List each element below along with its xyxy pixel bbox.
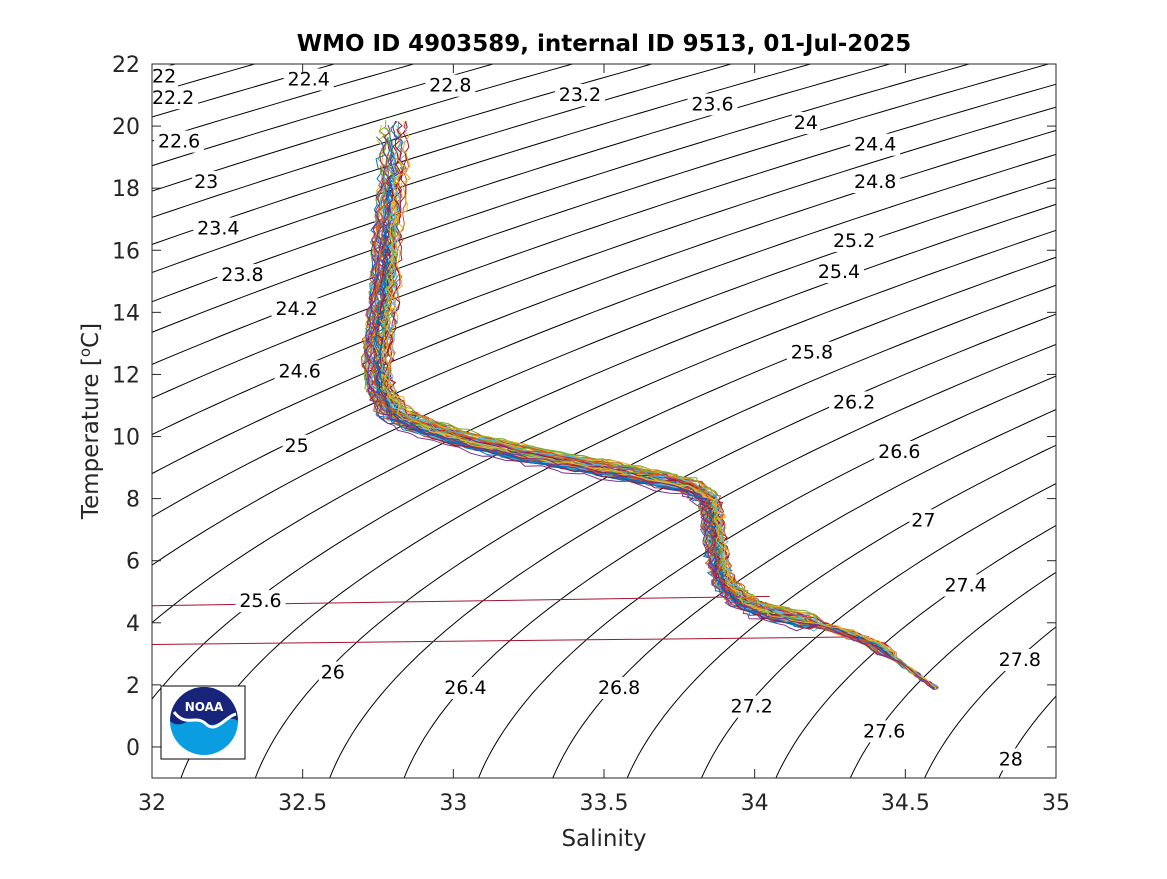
y-tick-label: 2 [126,674,140,699]
isopycnal-label: 22.2 [152,87,194,109]
isopycnal-label: 27.8 [999,649,1041,671]
y-axis-label-suffix: C] [78,323,104,348]
isopycnal-label: 24.6 [279,360,321,382]
isopycnal-label: 26.2 [833,391,875,413]
isopycnal-label: 23.4 [197,218,239,240]
x-tick-label: 34.5 [881,791,930,816]
isopycnal-label: 27.4 [944,575,986,597]
isopycnal-label: 27 [911,509,935,531]
isopycnal-label: 25.4 [818,261,860,283]
logo-text: NOAA [185,700,224,714]
y-tick-label: 10 [112,426,140,451]
y-tick-label: 18 [112,177,140,202]
isopycnal-label: 23.2 [559,84,601,106]
isopycnal-label: 27.2 [731,696,773,718]
noaa-logo: NOAA [161,686,245,759]
isopycnal-label: 25.6 [239,590,281,612]
isopycnal-label: 26.4 [444,677,486,699]
isopycnal-label: 25.2 [833,230,875,252]
isopycnal-label: 22.8 [429,75,471,97]
y-tick-label: 22 [112,53,140,78]
y-axis-label-prefix: Temperature [ [78,357,104,520]
isopycnal-label: 22 [152,65,176,87]
x-tick-label: 33.5 [580,791,629,816]
chart-title: WMO ID 4903589, internal ID 9513, 01-Jul… [297,31,912,57]
y-axis-label-superscript: o [76,348,94,357]
isopycnal-label: 24.4 [854,134,896,156]
x-tick-label: 34 [741,791,769,816]
isopycnal-label: 24.2 [275,298,317,320]
y-tick-label: 8 [126,488,140,513]
y-tick-label: 16 [112,239,140,264]
y-tick-label: 14 [112,301,140,326]
x-tick-label: 35 [1042,791,1070,816]
x-tick-label: 32.5 [278,791,327,816]
plot-area [152,64,1056,778]
isopycnal-label: 25 [285,435,309,457]
isopycnal-label: 26.6 [878,441,920,463]
isopycnal-label: 28 [999,748,1023,770]
isopycnal-label: 22.6 [158,131,200,153]
isopycnal-label: 22.4 [288,69,330,91]
y-tick-label: 6 [126,550,140,575]
y-tick-label: 20 [112,115,140,140]
isopycnal-label: 23 [194,171,218,193]
isopycnal-label: 23.8 [221,264,263,286]
y-tick-label: 4 [126,612,140,637]
x-axis-label: Salinity [561,826,646,852]
y-tick-label: 12 [112,363,140,388]
isopycnal-label: 24 [794,112,818,134]
isopycnal-label: 24.8 [854,171,896,193]
isopycnal-label: 26 [321,662,345,684]
isopycnal-label: 25.8 [791,342,833,364]
isopycnal-label: 26.8 [598,677,640,699]
isopycnal-label: 23.6 [691,93,733,115]
x-tick-label: 32 [138,791,166,816]
y-tick-label: 0 [126,736,140,761]
x-tick-label: 33 [439,791,467,816]
isopycnal-label: 27.6 [863,720,905,742]
